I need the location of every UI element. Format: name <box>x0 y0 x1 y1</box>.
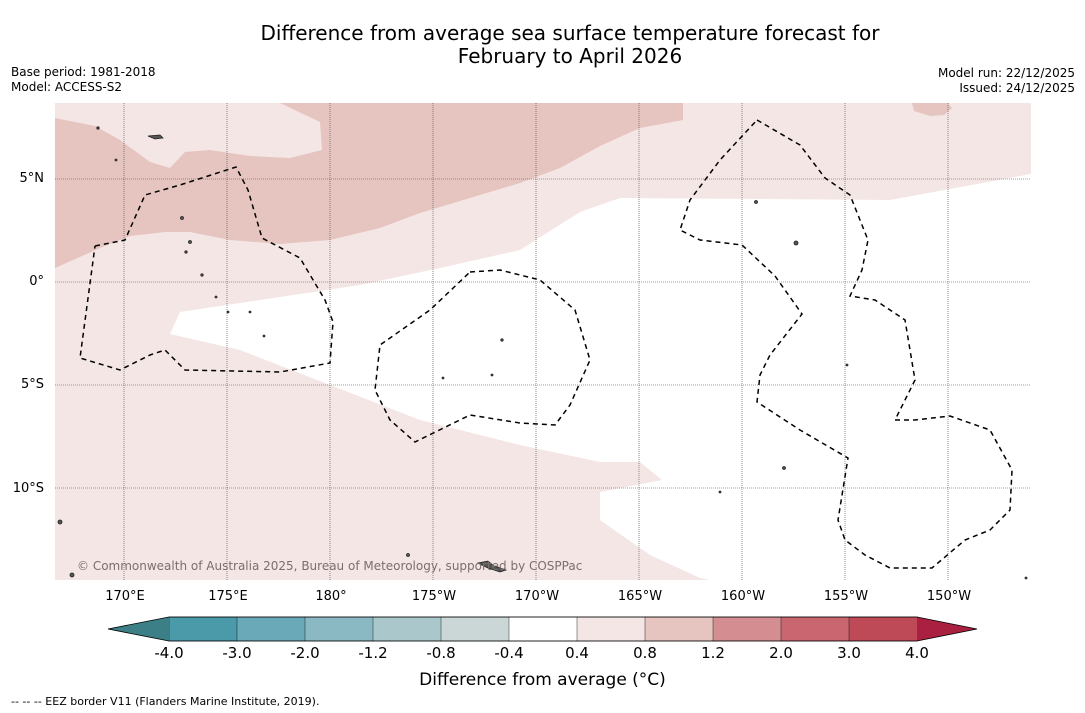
lat-label-10s: 10°S <box>12 481 44 496</box>
island <box>214 295 218 299</box>
island <box>754 200 758 204</box>
island <box>180 216 184 220</box>
colorbar-tick-label: 3.0 <box>837 644 861 662</box>
islands <box>57 126 1028 580</box>
graticule <box>55 103 1031 580</box>
colorbar-tick-label: -0.4 <box>494 644 524 662</box>
colorbar-segment <box>576 616 646 642</box>
island <box>226 310 230 314</box>
map-plot-area <box>55 103 1031 580</box>
eez-border-line-islands <box>679 119 1013 569</box>
island <box>57 519 63 525</box>
meta-left: Base period: 1981-2018 Model: ACCESS-S2 <box>11 65 156 95</box>
model-run: Model run: 22/12/2025 <box>937 66 1075 80</box>
colorbar-outline <box>107 616 978 642</box>
lon-label-150w: 150°W <box>926 589 972 604</box>
island <box>441 376 445 380</box>
island <box>406 553 410 557</box>
lon-label-170w: 170°W <box>514 589 560 604</box>
eez-border-kiribati-gilberts <box>79 166 334 373</box>
colorbar-segment <box>712 616 782 642</box>
meta-right: Model run: 22/12/2025 Issued: 24/12/2025 <box>938 66 1075 96</box>
island <box>782 466 786 470</box>
island <box>500 338 504 342</box>
lon-label-165w: 165°W <box>617 589 663 604</box>
colorbar-segment <box>168 616 238 642</box>
colorbar-tick-label: -3.0 <box>222 644 252 662</box>
eez-borders <box>79 119 1013 569</box>
lon-label-155w: 155°W <box>823 589 869 604</box>
colorbar <box>107 616 978 642</box>
anomaly-patch-ne <box>912 103 952 116</box>
colorbar-tick-label: 1.2 <box>701 644 725 662</box>
island <box>793 240 799 246</box>
colorbar-over-arrow <box>917 617 977 641</box>
island <box>845 363 849 367</box>
lon-label-160w: 160°W <box>720 589 766 604</box>
lon-label-175e: 175°E <box>208 589 248 604</box>
chart-title: Difference from average sea surface temp… <box>0 22 1085 68</box>
colorbar-tick-label: 2.0 <box>769 644 793 662</box>
island <box>200 273 204 277</box>
island <box>69 572 75 578</box>
island <box>262 334 266 338</box>
island <box>718 490 722 494</box>
island <box>184 250 188 254</box>
title-line-1: Difference from average sea surface temp… <box>260 21 880 45</box>
title-line-2: February to April 2026 <box>457 44 683 68</box>
anomaly-notch <box>55 103 322 168</box>
eez-border-phoenix <box>374 269 591 443</box>
colorbar-segment <box>848 616 918 642</box>
island <box>114 158 118 162</box>
copyright-notice: © Commonwealth of Australia 2025, Bureau… <box>77 559 583 573</box>
issued-date: Issued: 24/12/2025 <box>959 81 1075 95</box>
island <box>188 240 192 244</box>
base-period: Base period: 1981-2018 <box>11 65 156 79</box>
colorbar-segment <box>236 616 306 642</box>
lon-label-170e: 170°E <box>105 589 145 604</box>
island-banaba-area <box>147 134 164 140</box>
colorbar-segment <box>372 616 442 642</box>
island <box>1024 576 1028 580</box>
colorbar-segment <box>644 616 714 642</box>
colorbar-tick-label: -1.2 <box>358 644 388 662</box>
colorbar-segment <box>508 616 578 642</box>
lon-label-175w: 175°W <box>411 589 457 604</box>
colorbar-tick-label: -4.0 <box>154 644 184 662</box>
colorbar-segments <box>168 616 918 642</box>
colorbar-segment <box>440 616 510 642</box>
lat-label-eq: 0° <box>29 274 44 289</box>
lon-label-180: 180° <box>315 589 347 604</box>
colorbar-label: Difference from average (°C) <box>419 670 666 690</box>
colorbar-tick-label: 0.4 <box>565 644 589 662</box>
colorbar-segment <box>780 616 850 642</box>
island <box>490 373 494 377</box>
colorbar-tick-label: -2.0 <box>290 644 320 662</box>
island-samoa <box>476 560 508 573</box>
lat-label-5s: 5°S <box>20 377 44 392</box>
eez-legend-note: -- -- -- EEZ border V11 (Flanders Marine… <box>11 695 320 708</box>
lat-label-5n: 5°N <box>19 171 45 186</box>
island <box>96 126 100 130</box>
island <box>248 310 252 314</box>
colorbar-under-arrow <box>108 617 169 641</box>
colorbar-tick-label: -0.8 <box>426 644 456 662</box>
model-name: Model: ACCESS-S2 <box>11 80 123 94</box>
colorbar-tick-label: 4.0 <box>905 644 929 662</box>
colorbar-segment <box>304 616 374 642</box>
colorbar-tick-label: 0.8 <box>633 644 657 662</box>
